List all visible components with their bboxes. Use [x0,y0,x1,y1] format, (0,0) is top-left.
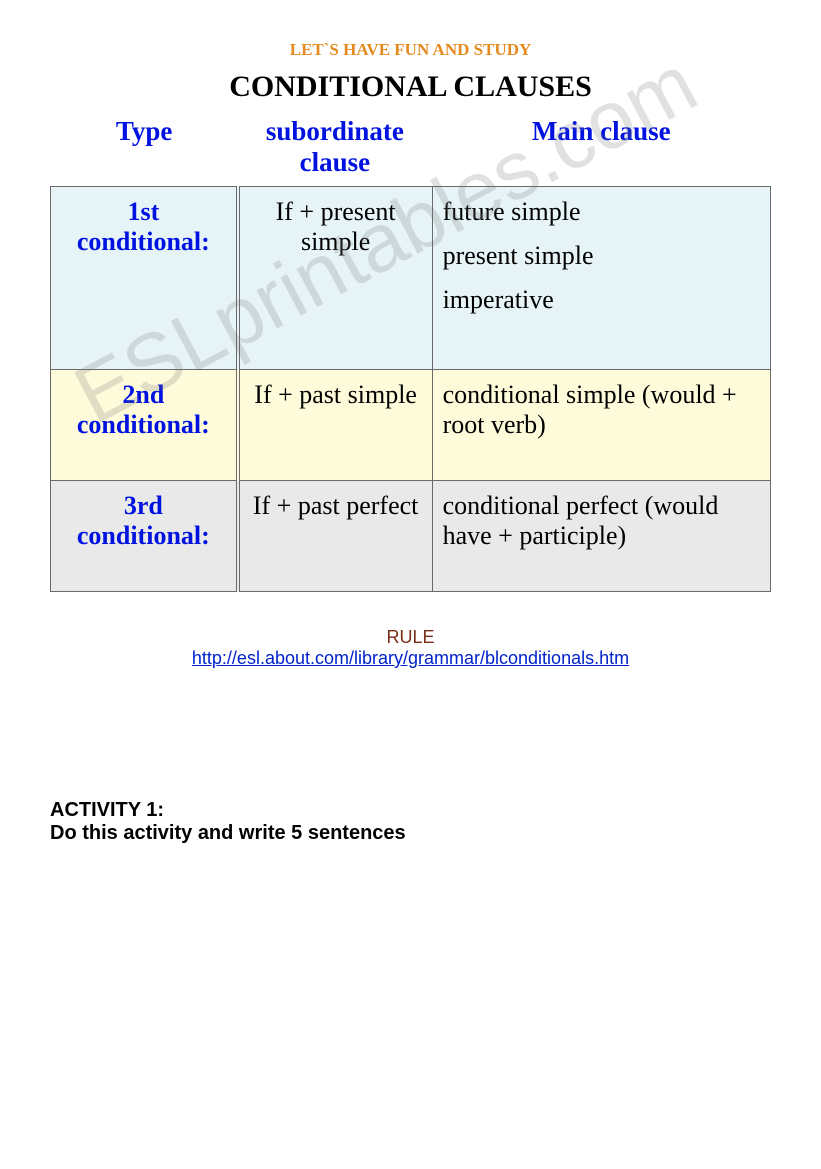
rule-link[interactable]: http://esl.about.com/library/grammar/blc… [192,648,629,668]
table-row: 2nd conditional: If + past simple condit… [51,370,771,481]
cell-sub-1: If + present simple [238,187,432,370]
page-title: CONDITIONAL CLAUSES [50,70,771,104]
cell-type-3: 3rd conditional: [51,481,238,592]
pre-title: LET`S HAVE FUN AND STUDY [50,40,771,60]
table-row: 1st conditional: If + present simple fut… [51,187,771,370]
cell-main-2: conditional simple (would + root verb) [432,370,770,481]
header-type: Type [51,112,238,187]
header-main: Main clause [432,112,770,187]
table-row: 3rd conditional: If + past perfect condi… [51,481,771,592]
activity-text: Do this activity and write 5 sentences [50,822,771,845]
cell-sub-2: If + past simple [238,370,432,481]
cell-main-1: future simple present simple imperative [432,187,770,370]
conditionals-table: Type subordinate clause Main clause 1st … [50,112,771,592]
cell-main-3: conditional perfect (would have + partic… [432,481,770,592]
header-subordinate: subordinate clause [238,112,432,187]
cell-sub-3: If + past perfect [238,481,432,592]
rule-label: RULE [50,627,771,648]
table-header-row: Type subordinate clause Main clause [51,112,771,187]
cell-type-2: 2nd conditional: [51,370,238,481]
activity-title: ACTIVITY 1: [50,799,771,822]
cell-type-1: 1st conditional: [51,187,238,370]
